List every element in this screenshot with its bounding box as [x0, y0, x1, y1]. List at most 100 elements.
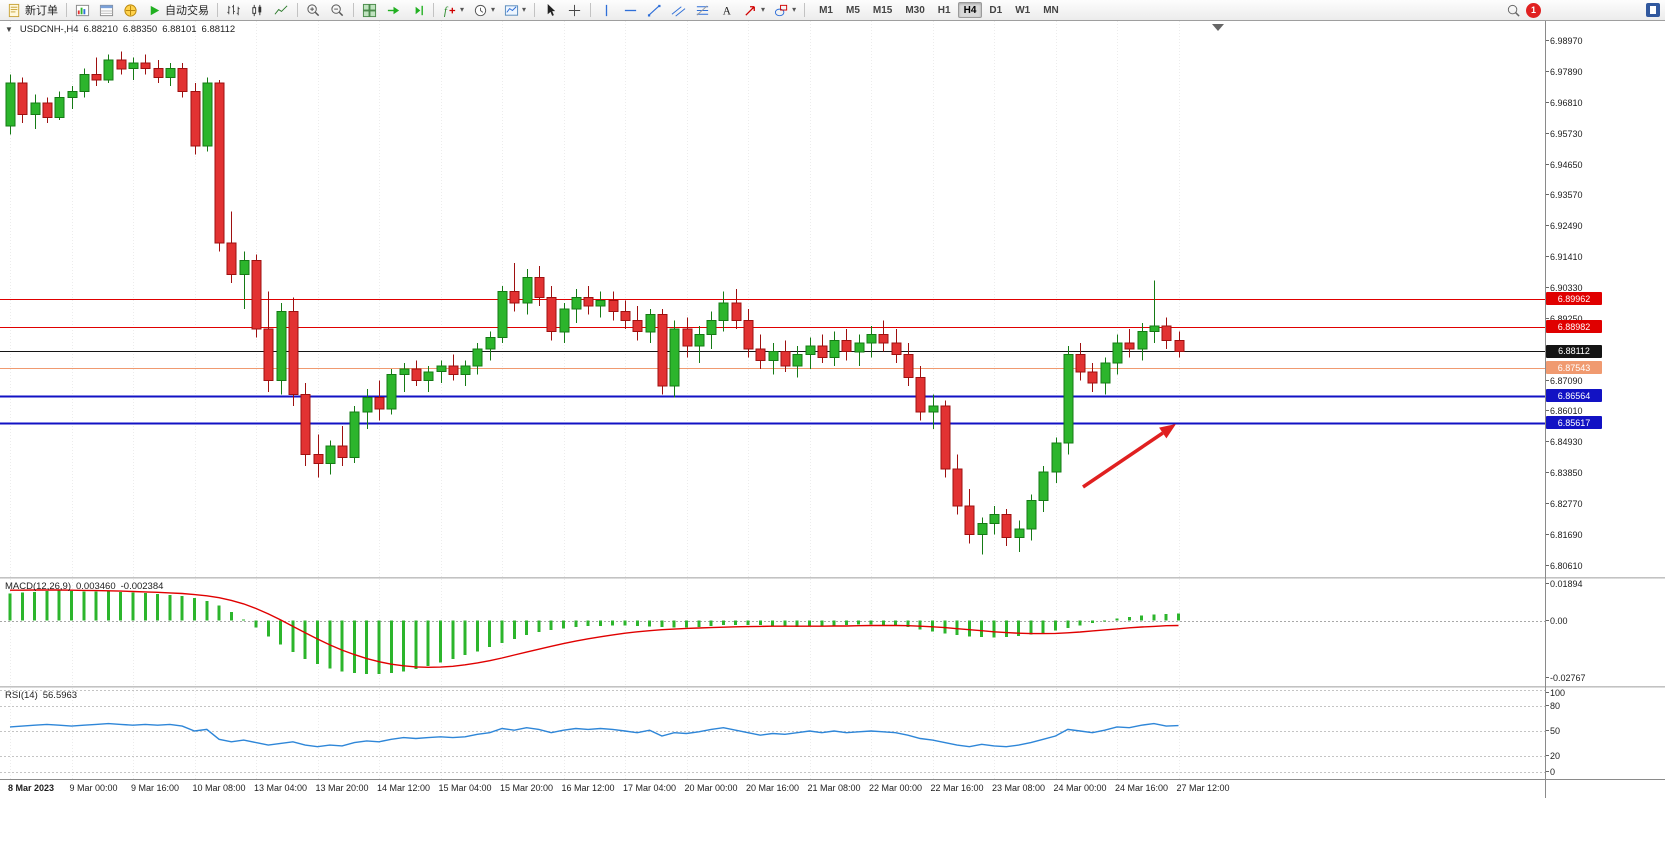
candle: [608, 299, 619, 313]
macd-histogram-bar: [402, 620, 406, 672]
candlestick-chart-button[interactable]: [246, 1, 269, 19]
candle: [878, 334, 889, 344]
candle: [140, 62, 151, 70]
trend-arrow-head[interactable]: [1159, 424, 1176, 439]
price-axis-label: 6.82770: [1546, 499, 1583, 510]
chart-shift-button[interactable]: [406, 1, 429, 19]
crosshair-button[interactable]: [563, 1, 586, 19]
candle: [1063, 354, 1074, 444]
trendline-icon: [647, 4, 661, 16]
macd-histogram-bar: [291, 620, 295, 653]
macd-histogram-bar: [549, 620, 553, 630]
candle: [1014, 528, 1025, 539]
time-axis-label: 24 Mar 00:00: [1053, 783, 1107, 793]
candle: [854, 342, 865, 353]
rsi-plot[interactable]: [0, 688, 1545, 779]
auto-trading-button[interactable]: 自动交易: [143, 1, 213, 19]
candle: [669, 328, 680, 387]
text-tool-button[interactable]: A: [715, 1, 738, 19]
macd-signal-value: -0.002384: [120, 581, 164, 592]
timeframe-w1[interactable]: W1: [1015, 4, 1031, 16]
new-chart-button[interactable]: [71, 1, 94, 19]
market-watch-icon: [99, 4, 114, 16]
arrows-tool-button[interactable]: ▾: [739, 1, 769, 19]
macd-histogram-bar: [303, 620, 307, 659]
shapes-tool-button[interactable]: ▾: [770, 1, 800, 19]
periods-button[interactable]: ▾: [469, 1, 499, 19]
bar-chart-button[interactable]: [222, 1, 245, 19]
tile-windows-button[interactable]: [358, 1, 381, 19]
macd-histogram-bar: [894, 620, 898, 626]
separator: [804, 3, 806, 17]
chevron-down-icon: ▾: [522, 5, 527, 14]
macd-histogram-bar: [266, 620, 270, 637]
candle: [202, 82, 213, 147]
market-watch-button[interactable]: [95, 1, 118, 19]
candle: [1149, 325, 1160, 333]
main-chart-plot[interactable]: [0, 21, 1545, 577]
price-axis[interactable]: 6.98970 6.97890 6.96810 6.95730 6.94650 6.935…: [1546, 21, 1665, 577]
timeframe-m30[interactable]: M30: [905, 4, 925, 16]
candle: [300, 394, 311, 456]
rsi-axis[interactable]: 100 80 50 20 0: [1545, 688, 1665, 779]
auto-scroll-button[interactable]: [382, 1, 405, 19]
macd-histogram-bar: [143, 593, 147, 621]
trend-arrow-shaft[interactable]: [1082, 431, 1164, 489]
notification-badge[interactable]: 1: [1526, 2, 1541, 18]
chevron-down-icon: ▾: [491, 5, 496, 14]
macd-axis[interactable]: 0.01894 0.00 -0.02767: [1546, 579, 1665, 686]
horizontal-line-icon: [624, 9, 637, 11]
timeframe-h4[interactable]: H4: [957, 2, 983, 18]
macd-histogram-bar: [734, 620, 738, 625]
macd-histogram-bar: [648, 620, 652, 627]
chart-shift-marker[interactable]: [1212, 24, 1224, 31]
time-axis[interactable]: 8 Mar 2023 9 Mar 00:00 9 Mar 16:00 10 Mar 0…: [0, 781, 1545, 797]
timeframe-h1[interactable]: H1: [937, 4, 951, 16]
time-axis-label: 22 Mar 00:00: [869, 783, 923, 793]
timeframe-mn[interactable]: MN: [1043, 4, 1059, 16]
macd-histogram-bar: [316, 620, 319, 665]
zoom-out-button[interactable]: [326, 1, 349, 19]
templates-button[interactable]: ▾: [500, 1, 530, 19]
macd-histogram-bar: [1017, 620, 1021, 637]
new-order-button[interactable]: 新订单: [3, 1, 62, 19]
macd-histogram-bar: [33, 591, 37, 621]
vertical-line-button[interactable]: [595, 1, 618, 19]
timeframe-m15[interactable]: M15: [872, 4, 893, 16]
macd-histogram-bar: [1164, 613, 1168, 621]
price-axis-label: 6.84930: [1546, 437, 1583, 448]
macd-histogram-bar: [119, 591, 123, 621]
timeframe-toolbar: M1 M5 M15 M30 H1 H4 D1 W1 MN: [813, 2, 1065, 18]
candle: [780, 351, 791, 367]
auto-trading-label: 自动交易: [165, 5, 209, 17]
timeframe-d1[interactable]: D1: [989, 4, 1003, 16]
line-chart-button[interactable]: [270, 1, 293, 19]
channel-icon: [671, 5, 686, 16]
macd-histogram-bar: [844, 620, 848, 625]
macd-axis-label: -0.02767: [1546, 673, 1586, 684]
panel-splitter[interactable]: [0, 686, 1665, 688]
channel-button[interactable]: [667, 1, 690, 19]
panel-splitter[interactable]: [0, 577, 1665, 579]
macd-histogram-bar: [820, 620, 824, 627]
candle: [214, 82, 225, 244]
macd-plot[interactable]: [0, 579, 1545, 686]
navigator-button[interactable]: [119, 1, 142, 19]
timeframe-m1[interactable]: M1: [819, 4, 833, 16]
time-axis-label: 17 Mar 04:00: [623, 783, 677, 793]
fibonacci-button[interactable]: [691, 1, 714, 19]
macd-histogram-bar: [525, 620, 529, 636]
cursor-button[interactable]: [539, 1, 562, 19]
search-button[interactable]: [1502, 1, 1525, 19]
vertical-line-icon: [605, 4, 608, 16]
indicators-button[interactable]: f ▾: [438, 1, 468, 19]
zoom-in-button[interactable]: [302, 1, 325, 19]
timeframe-m5[interactable]: M5: [845, 4, 860, 16]
corner-icon[interactable]: [1646, 3, 1660, 17]
horizontal-line-button[interactable]: [619, 1, 642, 19]
corner-icon-glyph: [1650, 6, 1656, 14]
ohlc-close: 6.88112: [201, 24, 236, 35]
candle: [595, 299, 606, 307]
trendline-button[interactable]: [643, 1, 666, 19]
oneclick-panel-toggle-icon[interactable]: ▼: [5, 25, 13, 34]
